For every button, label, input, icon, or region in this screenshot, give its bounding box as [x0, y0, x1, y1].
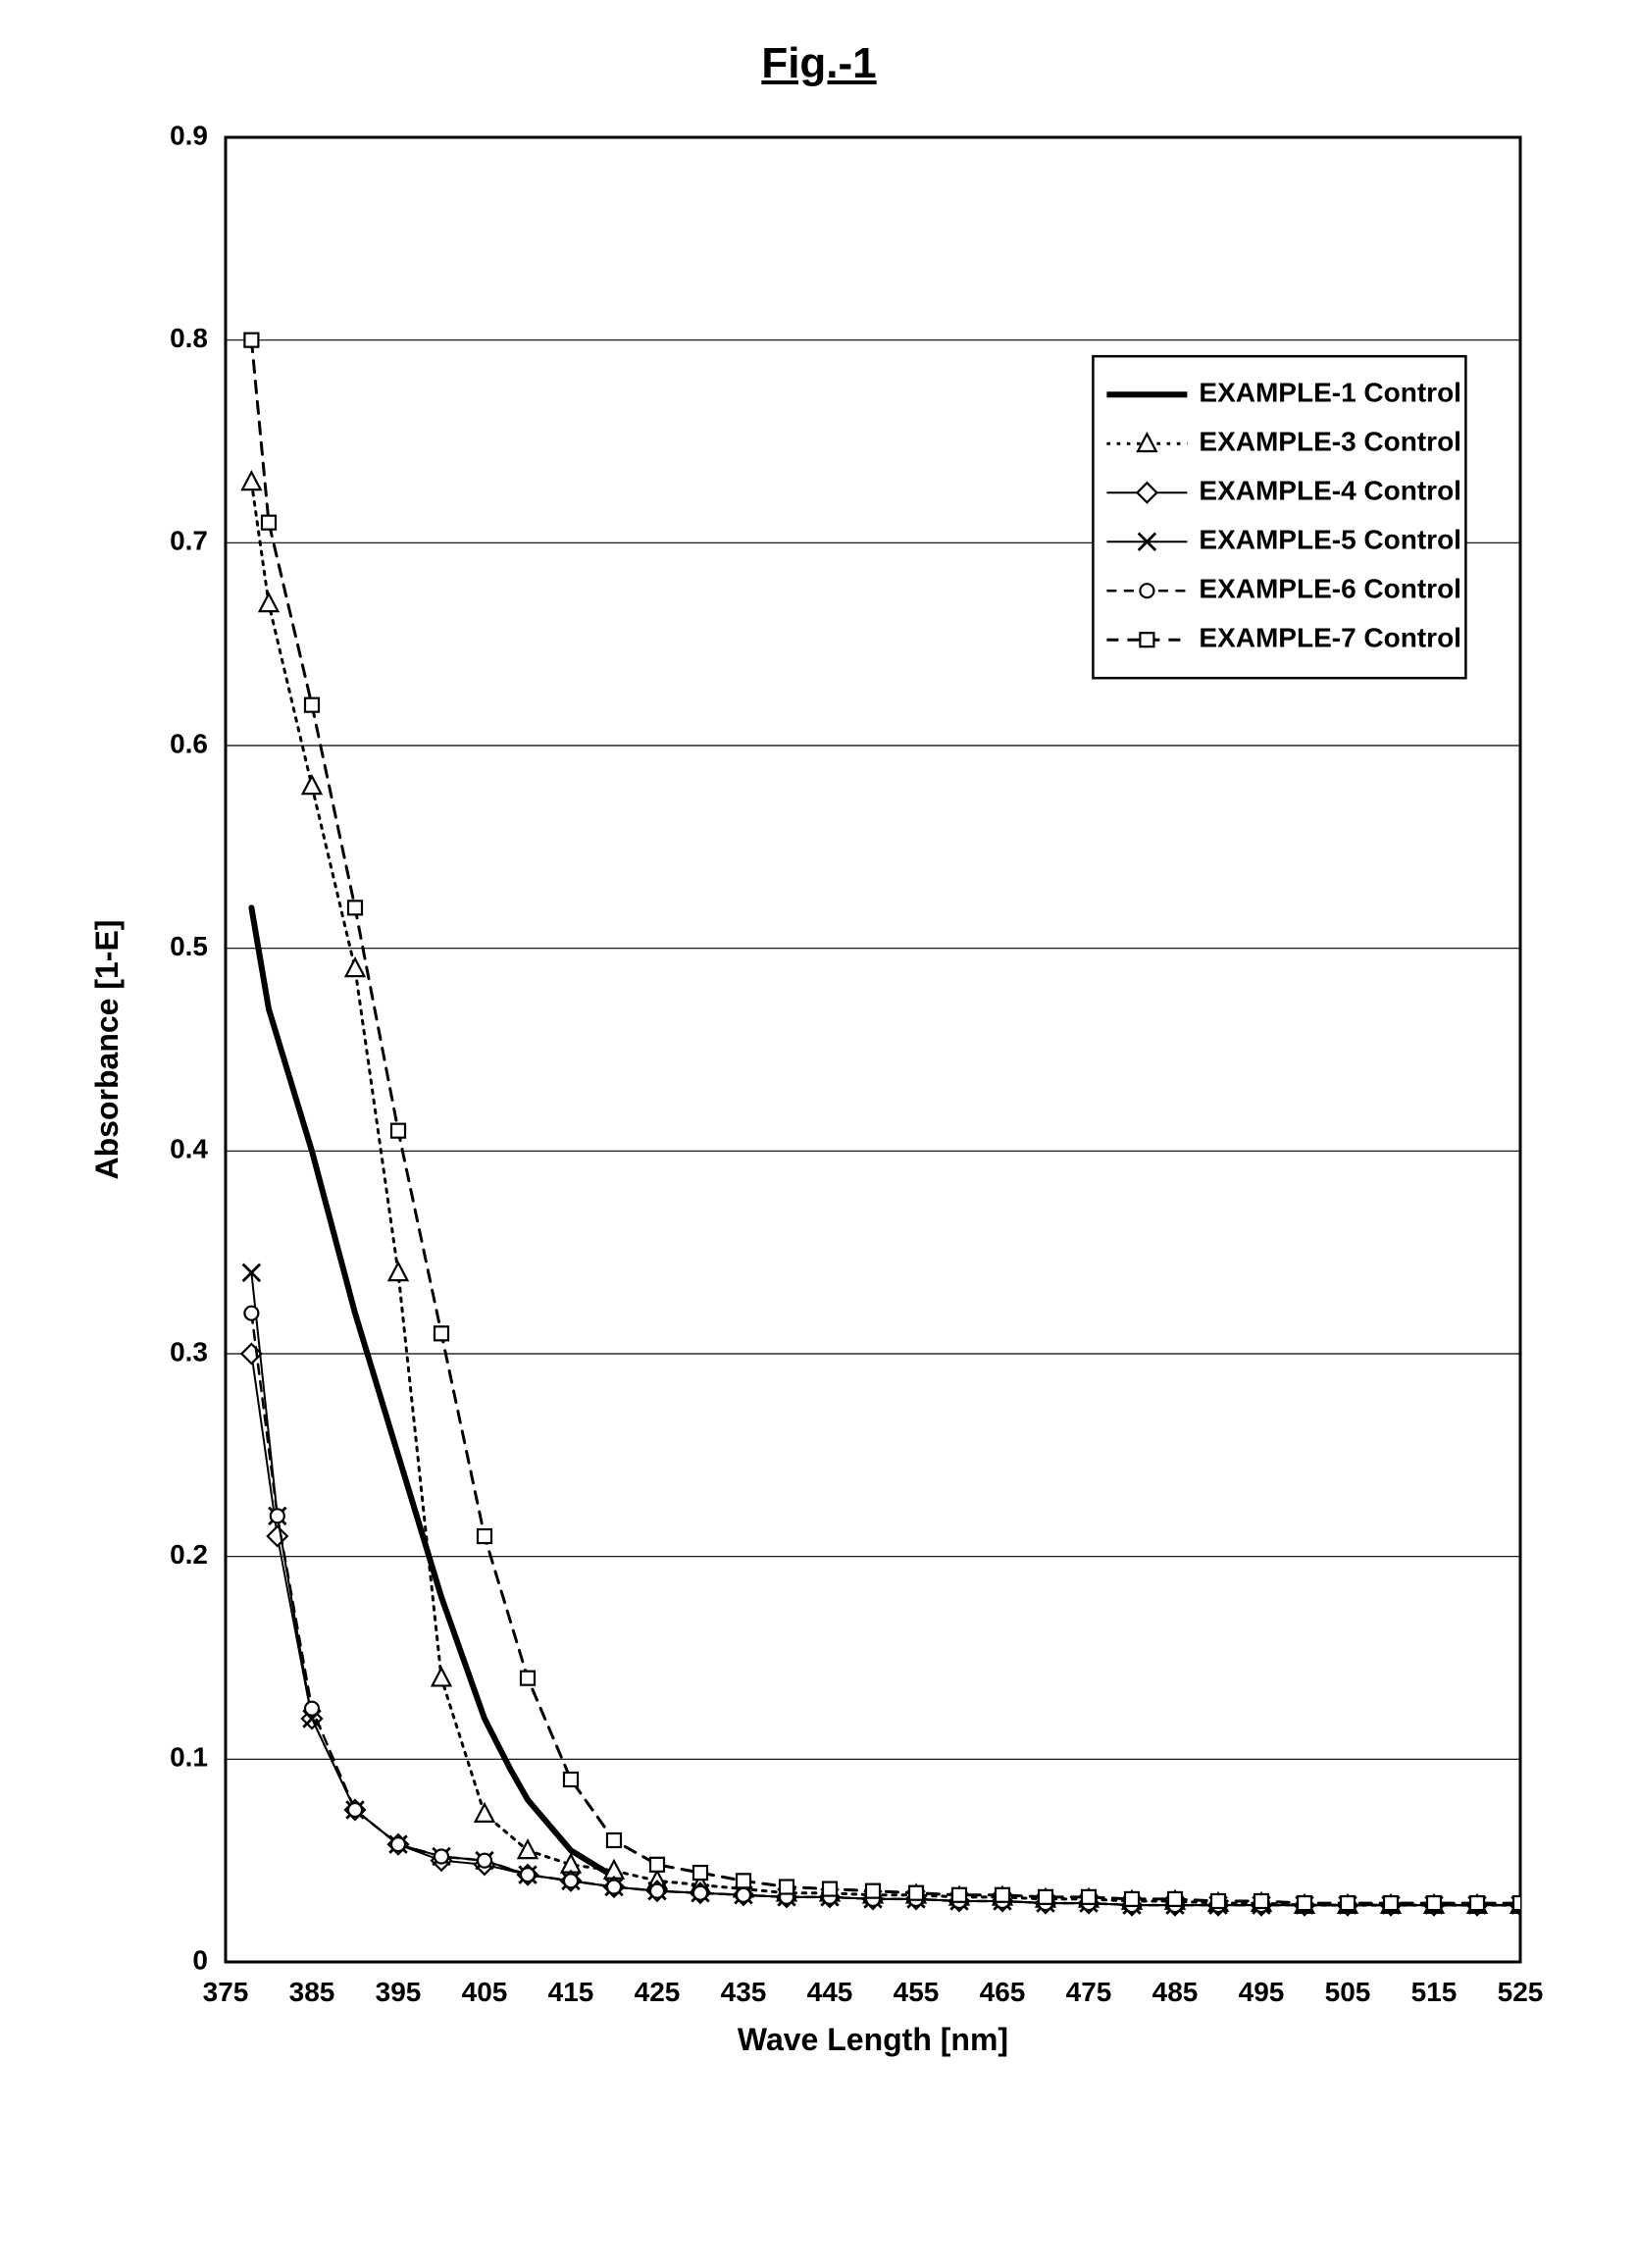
svg-text:405: 405 [462, 1977, 508, 2007]
svg-text:EXAMPLE-6 Control: EXAMPLE-6 Control [1199, 574, 1461, 604]
svg-text:465: 465 [980, 1977, 1026, 2007]
svg-text:525: 525 [1498, 1977, 1544, 2007]
svg-text:435: 435 [721, 1977, 767, 2007]
svg-text:Wave Length [nm]: Wave Length [nm] [738, 2022, 1008, 2057]
svg-text:455: 455 [894, 1977, 940, 2007]
figure-title: Fig.-1 [39, 39, 1599, 88]
svg-text:0.9: 0.9 [170, 120, 208, 150]
svg-text:375: 375 [203, 1977, 249, 2007]
svg-text:0.4: 0.4 [170, 1134, 208, 1164]
svg-text:485: 485 [1152, 1977, 1199, 2007]
svg-text:0: 0 [192, 1944, 208, 1975]
svg-text:0.2: 0.2 [170, 1539, 208, 1570]
figure: Fig.-1 0 0.1 0.2 0.3 0.4 0.5 0.6 0.7 0.8 0.9 375 38… [39, 39, 1599, 2060]
svg-text:495: 495 [1239, 1977, 1285, 2007]
legend: EXAMPLE-1 Control EXAMPLE-3 Control EXAMPL… [1093, 356, 1465, 678]
svg-text:0.3: 0.3 [170, 1336, 208, 1366]
svg-text:EXAMPLE-3 Control: EXAMPLE-3 Control [1199, 427, 1461, 457]
svg-text:385: 385 [289, 1977, 335, 2007]
svg-text:Absorbance [1-E]: Absorbance [1-E] [89, 920, 125, 1180]
svg-text:0.5: 0.5 [170, 931, 208, 961]
svg-text:0.1: 0.1 [170, 1742, 208, 1773]
svg-text:0.6: 0.6 [170, 728, 208, 758]
svg-text:EXAMPLE-1 Control: EXAMPLE-1 Control [1199, 378, 1461, 408]
chart-svg: 0 0.1 0.2 0.3 0.4 0.5 0.6 0.7 0.8 0.9 375 385 395 405… [39, 118, 1560, 2060]
chart-container: 0 0.1 0.2 0.3 0.4 0.5 0.6 0.7 0.8 0.9 375 385 395 405… [39, 118, 1599, 2060]
svg-text:EXAMPLE-7 Control: EXAMPLE-7 Control [1199, 623, 1461, 653]
svg-text:425: 425 [635, 1977, 681, 2007]
svg-text:0.7: 0.7 [170, 526, 208, 556]
svg-text:0.8: 0.8 [170, 323, 208, 353]
svg-text:445: 445 [807, 1977, 853, 2007]
svg-text:395: 395 [376, 1977, 422, 2007]
svg-text:EXAMPLE-5 Control: EXAMPLE-5 Control [1199, 525, 1461, 555]
svg-text:515: 515 [1411, 1977, 1458, 2007]
svg-text:505: 505 [1325, 1977, 1371, 2007]
svg-text:EXAMPLE-4 Control: EXAMPLE-4 Control [1199, 476, 1461, 506]
svg-text:415: 415 [548, 1977, 594, 2007]
svg-text:475: 475 [1066, 1977, 1112, 2007]
